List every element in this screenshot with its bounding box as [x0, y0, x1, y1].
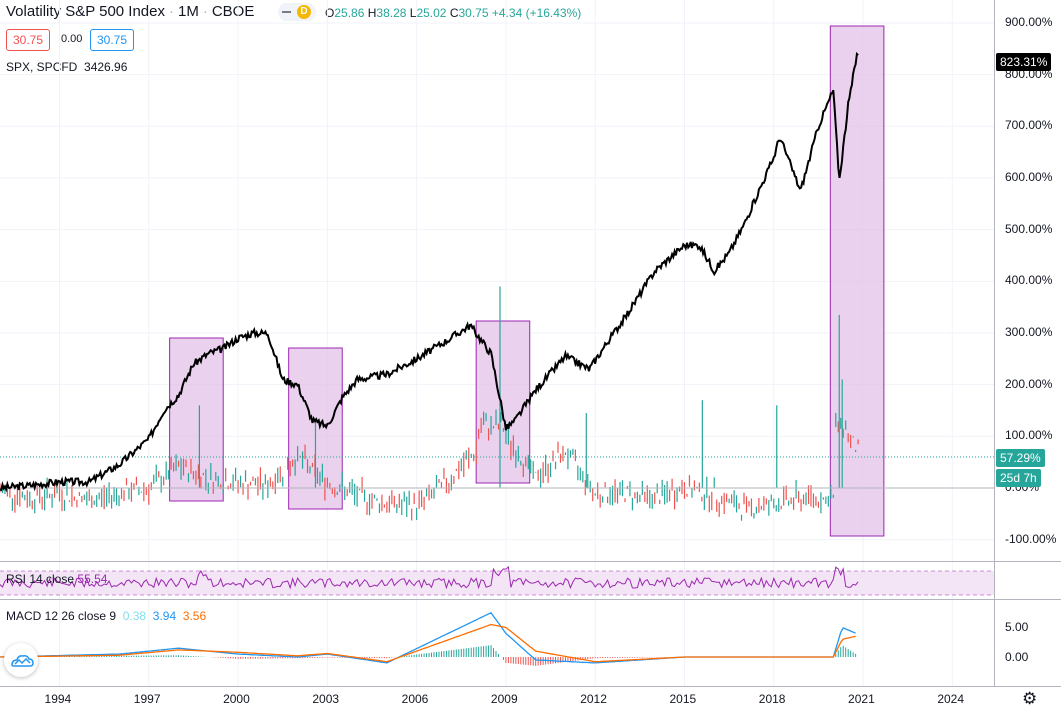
symbol-title[interactable]: Volatility S&P 500 Index — [6, 3, 165, 20]
spx-price-tag: 823.31% — [996, 53, 1052, 71]
time-tick-label: 2000 — [223, 692, 250, 706]
spread-value: 0.00 — [61, 33, 83, 45]
chart-title: Volatility S&P 500 Index · 1M · CBOE — [6, 3, 255, 20]
close-value: 30.75 — [458, 6, 489, 20]
rsi-value: 55.54 — [77, 572, 108, 586]
highlight-rectangles[interactable] — [169, 25, 885, 537]
d-badge-icon: D — [297, 5, 311, 19]
high-value: 38.28 — [376, 6, 407, 20]
data-badge[interactable]: D — [278, 3, 316, 21]
time-tick-label: 2024 — [937, 692, 965, 706]
rsi-pane-divider[interactable] — [0, 561, 1061, 562]
macd-legend[interactable]: MACD 12 26 close 9 0.38 3.94 3.56 — [6, 609, 206, 623]
vix-bars — [0, 286, 859, 521]
macd-tick-5: 5.00 — [1005, 620, 1029, 634]
low-value: 25.02 — [416, 6, 447, 20]
gear-icon[interactable]: ⚙ — [1022, 689, 1038, 708]
time-tick-label: 1997 — [133, 692, 161, 706]
highlight-rectangle — [475, 320, 531, 484]
countdown-tag: 25d 7h — [996, 469, 1041, 487]
macd-histogram — [1, 645, 857, 666]
price-tick-label: -100.00% — [1005, 531, 1057, 546]
vix-price-tag: 57.29% — [996, 449, 1045, 467]
price-axis-divider — [994, 0, 995, 686]
spx-line — [0, 51, 859, 493]
exchange-label: CBOE — [211, 3, 255, 20]
macd-value: 3.94 — [152, 609, 177, 623]
sell-button[interactable]: 30.75 — [6, 29, 51, 51]
macd-pane-divider[interactable] — [0, 599, 1061, 600]
time-tick-label: 2003 — [312, 692, 340, 706]
time-tick-label: 2021 — [848, 692, 875, 706]
rsi-label: RSI 14 close — [6, 572, 75, 586]
rsi-legend[interactable]: RSI 14 close 55.54 — [6, 572, 107, 586]
price-tick-label: 700.00% — [1005, 118, 1053, 133]
price-tick-label: 100.00% — [1005, 428, 1053, 443]
time-axis-divider — [0, 686, 1061, 687]
price-tick-label: 500.00% — [1005, 221, 1053, 236]
signal-value: 3.56 — [182, 609, 207, 623]
price-tick-label: 300.00% — [1005, 324, 1053, 339]
time-tick-label: 2015 — [669, 692, 697, 706]
interval-label[interactable]: 1M — [178, 3, 199, 20]
time-tick-label: 2012 — [580, 692, 607, 706]
time-tick-label: 2009 — [490, 692, 518, 706]
compare-value: 3426.96 — [84, 60, 128, 74]
rsi-band — [0, 571, 994, 595]
price-tick-label: 900.00% — [1005, 14, 1053, 29]
signal-line — [0, 623, 856, 663]
rsi-line — [0, 565, 859, 590]
change-value: +4.34 (+16.43%) — [491, 6, 582, 20]
time-tick-label: 1994 — [44, 692, 72, 706]
cloud-icon — [11, 655, 34, 667]
macd-tick-0: 0.00 — [1005, 650, 1029, 664]
chart-canvas[interactable] — [0, 0, 994, 686]
minus-icon — [282, 11, 291, 13]
macd-label: MACD 12 26 close 9 — [6, 609, 117, 623]
buy-button[interactable]: 30.75 — [90, 29, 135, 51]
macd-hist-value: 0.38 — [122, 609, 147, 623]
open-value: 25.86 — [334, 6, 365, 20]
highlight-rectangle — [829, 25, 885, 537]
ohlc-legend: O25.86 H38.28 L25.02 C30.75 +4.34 (+16.4… — [325, 6, 582, 20]
tradingview-logo[interactable] — [4, 643, 38, 677]
time-tick-label: 2018 — [758, 692, 786, 706]
price-tick-label: 200.00% — [1005, 376, 1053, 391]
price-tick-label: 600.00% — [1005, 169, 1053, 184]
time-tick-label: 2006 — [401, 692, 429, 706]
price-tick-label: 400.00% — [1005, 273, 1053, 288]
